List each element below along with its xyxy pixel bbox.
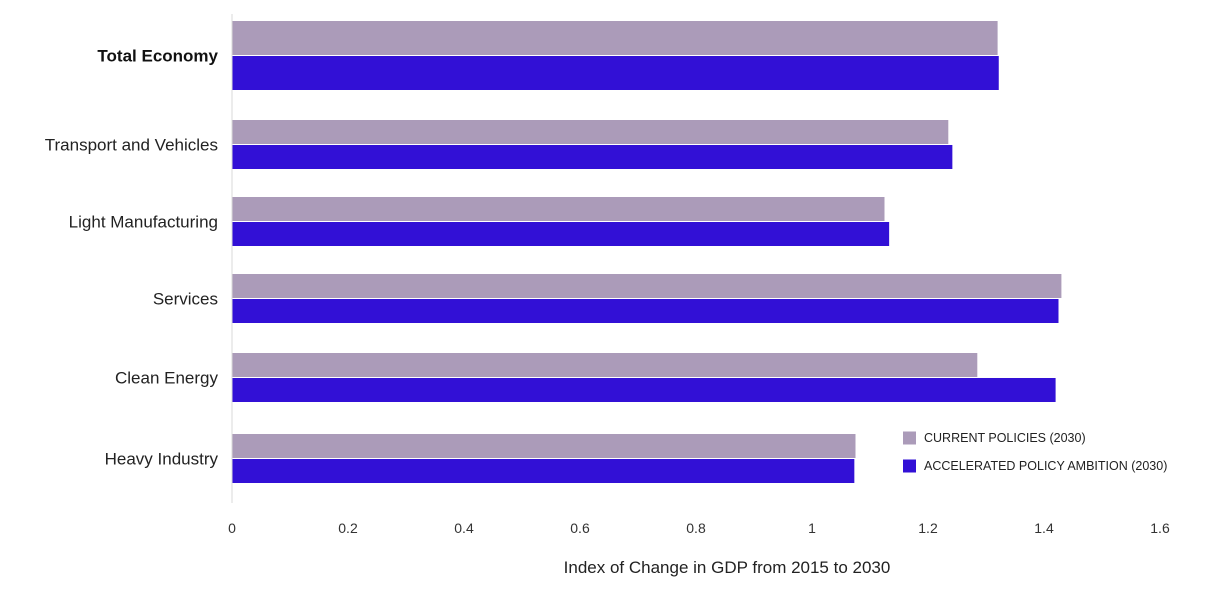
legend: CURRENT POLICIES (2030) ACCELERATED POLIC… (903, 431, 1167, 473)
category-label: Clean Energy (115, 369, 219, 388)
bar-accelerated-policy-3 (232, 299, 1059, 323)
x-tick-label: 1 (808, 520, 816, 536)
bar-current-policies-2 (232, 197, 885, 221)
bar-current-policies-0 (232, 21, 998, 55)
x-tick-label: 0 (228, 520, 236, 536)
bar-accelerated-policy-1 (232, 145, 953, 169)
x-tick-label: 1.4 (1034, 520, 1054, 536)
x-tick-label: 1.2 (918, 520, 938, 536)
category-labels: Total Economy Transport and Vehicles Light… (45, 47, 219, 469)
bar-current-policies-1 (232, 120, 949, 144)
bar-current-policies-3 (232, 274, 1062, 298)
bar-current-policies-4 (232, 353, 978, 377)
x-tick-label: 0.2 (338, 520, 358, 536)
bar-accelerated-policy-4 (232, 378, 1056, 402)
x-axis-title: Index of Change in GDP from 2015 to 2030 (564, 558, 891, 577)
category-label: Services (153, 290, 218, 309)
category-label: Heavy Industry (105, 450, 219, 469)
legend-label: ACCELERATED POLICY AMBITION (2030) (924, 459, 1167, 473)
x-tick-label: 1.6 (1150, 520, 1170, 536)
x-tick-label: 0.8 (686, 520, 706, 536)
category-label: Total Economy (97, 47, 218, 66)
bar-current-policies-5 (232, 434, 856, 458)
legend-swatch (903, 431, 916, 445)
bar-accelerated-policy-0 (232, 56, 999, 90)
x-tick-label: 0.6 (570, 520, 590, 536)
bars-layer (232, 21, 1062, 483)
bar-accelerated-policy-5 (232, 459, 855, 483)
bar-accelerated-policy-2 (232, 222, 890, 246)
category-label: Transport and Vehicles (45, 136, 218, 155)
x-tick-label: 0.4 (454, 520, 474, 536)
legend-label: CURRENT POLICIES (2030) (924, 431, 1086, 445)
legend-swatch (903, 459, 916, 473)
x-tick-labels: 0 0.2 0.4 0.6 0.8 1 1.2 1.4 1.6 (228, 520, 1170, 536)
category-label: Light Manufacturing (69, 213, 218, 232)
